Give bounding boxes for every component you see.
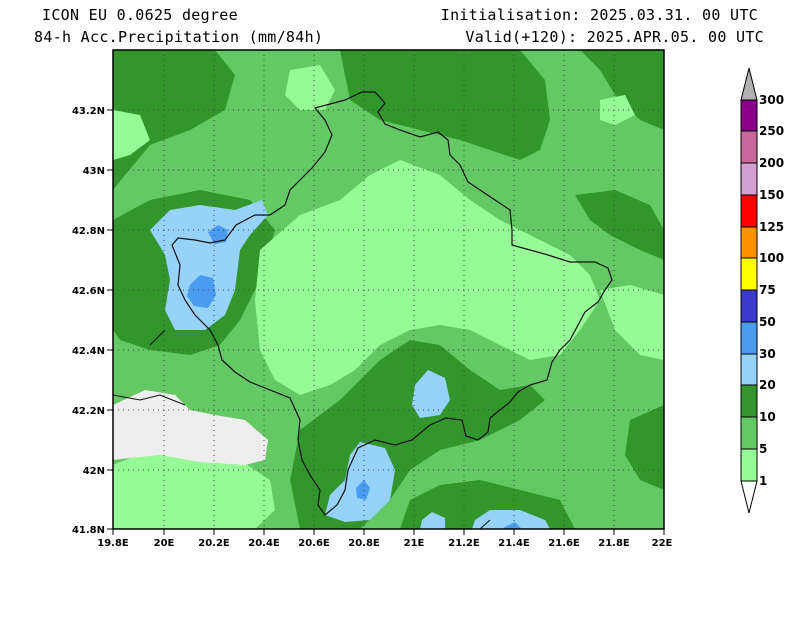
field-10-20 [113, 50, 235, 190]
colorbar-label: 5 [759, 442, 767, 456]
lon-label: 19.8E [97, 538, 129, 549]
country-border [171, 91, 613, 516]
field-1-5 [113, 110, 150, 160]
colorbar-label: 300 [759, 93, 784, 107]
valid-time: Valid(+120): 2025.APR.05. 00 UTC [465, 28, 764, 46]
lat-label: 42.4N [72, 346, 105, 357]
colorbar-segment [740, 257, 758, 291]
init-time: Initialisation: 2025.03.31. 00 UTC [440, 6, 758, 24]
field-20-30 [325, 442, 395, 522]
region-border [112, 329, 491, 530]
colorbar-under-arrow [740, 480, 758, 514]
colorbar-segment [740, 384, 758, 418]
field-20-30 [150, 200, 268, 330]
lon-label: 21.2E [448, 538, 480, 549]
lon-label: 21.8E [598, 538, 630, 549]
field-30-50 [356, 480, 370, 500]
lon-label: 20.6E [298, 538, 330, 549]
colorbar-label: 20 [759, 378, 776, 392]
colorbar-segment [740, 99, 758, 132]
colorbar-over-arrow [740, 67, 758, 101]
lat-label: 42.8N [72, 226, 105, 237]
field-30-50 [187, 275, 216, 308]
colorbar-label: 200 [759, 156, 784, 170]
lon-label: 21E [404, 538, 425, 549]
colorbar-label: 150 [759, 188, 784, 202]
colorbar-segment [740, 416, 758, 450]
colorbar-segment [740, 353, 758, 386]
field-10-20 [575, 190, 664, 260]
colorbar-segment [740, 321, 758, 355]
field-30-50 [503, 522, 522, 529]
colorbar-label: 10 [759, 410, 776, 424]
colorbar-segment [740, 289, 758, 323]
colorbar-label: 100 [759, 251, 784, 265]
tick-marks [107, 109, 665, 535]
lat-label: 42.2N [72, 406, 105, 417]
field-1-5 [600, 285, 664, 360]
colorbar-label: 50 [759, 315, 776, 329]
field-20-30 [472, 510, 550, 529]
colorbar-label: 75 [759, 283, 776, 297]
field-1-5 [600, 95, 635, 125]
colorbar-segment [740, 226, 758, 259]
field-10-20 [340, 50, 550, 160]
field-below-1 [113, 390, 268, 465]
colorbar-segment [740, 194, 758, 228]
lat-label: 42.6N [72, 286, 105, 297]
colorbar-label: 1 [759, 474, 767, 488]
colorbar-segment [740, 448, 758, 482]
lat-label: 42N [83, 466, 105, 477]
colorbar: 300 250 200 150 125 100 75 50 30 20 10 5… [740, 67, 784, 514]
field-title: 84-h Acc.Precipitation (mm/84h) [34, 28, 324, 46]
lat-label: 41.8N [72, 525, 105, 536]
colorbar-label: 30 [759, 347, 776, 361]
lon-label: 21.6E [548, 538, 580, 549]
field-1-5 [255, 160, 600, 395]
colorbar-label: 250 [759, 124, 784, 138]
colorbar-label: 125 [759, 220, 784, 234]
lon-label: 22E [652, 538, 673, 549]
graticule [113, 50, 664, 529]
lon-label: 20.4E [248, 538, 280, 549]
lon-label: 20.8E [348, 538, 380, 549]
lat-label: 43N [83, 166, 105, 177]
model-title: ICON EU 0.0625 degree [42, 6, 238, 24]
colorbar-segment [740, 130, 758, 164]
field-20-30 [412, 370, 450, 418]
field-1-5 [285, 65, 335, 110]
colorbar-segment [740, 162, 758, 196]
field-10-20 [625, 405, 664, 490]
lon-label: 21.4E [498, 538, 530, 549]
lon-label: 20.2E [198, 538, 230, 549]
field-20-30 [420, 512, 445, 529]
lon-label: 20E [154, 538, 175, 549]
lat-label: 43.2N [72, 106, 105, 117]
